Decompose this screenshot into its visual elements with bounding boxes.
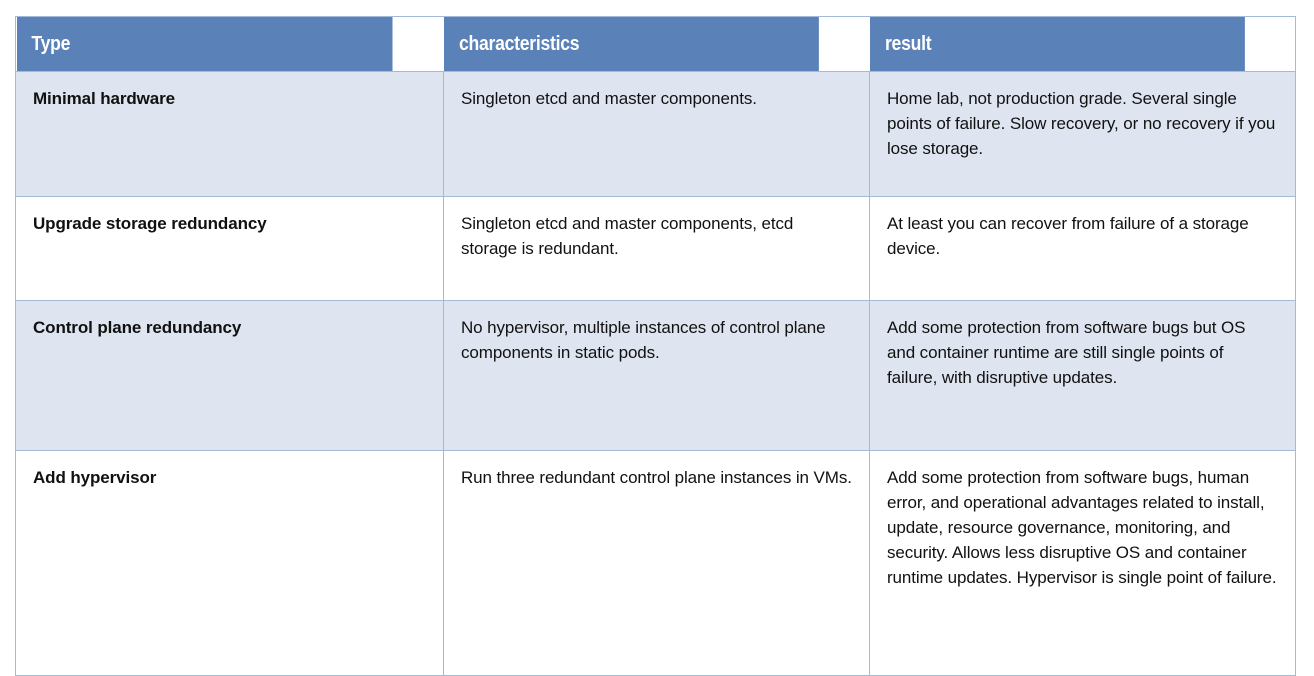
- cell-characteristics: No hypervisor, multiple instances of con…: [443, 300, 870, 451]
- table-row: Add hypervisor Run three redundant contr…: [15, 450, 1296, 676]
- table-header: Type characteristics result: [15, 16, 1296, 72]
- cell-characteristics: Singleton etcd and master components.: [443, 71, 870, 197]
- page-root: Type characteristics result Minimal hard…: [15, 0, 1296, 676]
- column-header-type: Type: [15, 16, 393, 72]
- cell-result: Add some protection from software bugs b…: [869, 300, 1296, 451]
- table-body: Minimal hardware Singleton etcd and mast…: [15, 71, 1296, 676]
- clipped-top-text: [58, 0, 1238, 5]
- table-row: Control plane redundancy No hypervisor, …: [15, 300, 1296, 451]
- column-header-result: result: [869, 16, 1245, 72]
- cell-type: Minimal hardware: [15, 71, 444, 197]
- cell-characteristics: Singleton etcd and master components, et…: [443, 196, 870, 301]
- table-header-row: Type characteristics result: [15, 16, 1296, 72]
- cell-characteristics: Run three redundant control plane instan…: [443, 450, 870, 676]
- table-container: Type characteristics result Minimal hard…: [15, 16, 1296, 676]
- cell-result: Add some protection from software bugs, …: [869, 450, 1296, 676]
- comparison-table: Type characteristics result Minimal hard…: [15, 16, 1296, 676]
- cell-result: Home lab, not production grade. Several …: [869, 71, 1296, 197]
- cell-type: Add hypervisor: [15, 450, 444, 676]
- cell-type: Control plane redundancy: [15, 300, 444, 451]
- column-header-characteristics: characteristics: [443, 16, 819, 72]
- cell-result: At least you can recover from failure of…: [869, 196, 1296, 301]
- table-row: Upgrade storage redundancy Singleton etc…: [15, 196, 1296, 301]
- cell-type: Upgrade storage redundancy: [15, 196, 444, 301]
- table-row: Minimal hardware Singleton etcd and mast…: [15, 71, 1296, 197]
